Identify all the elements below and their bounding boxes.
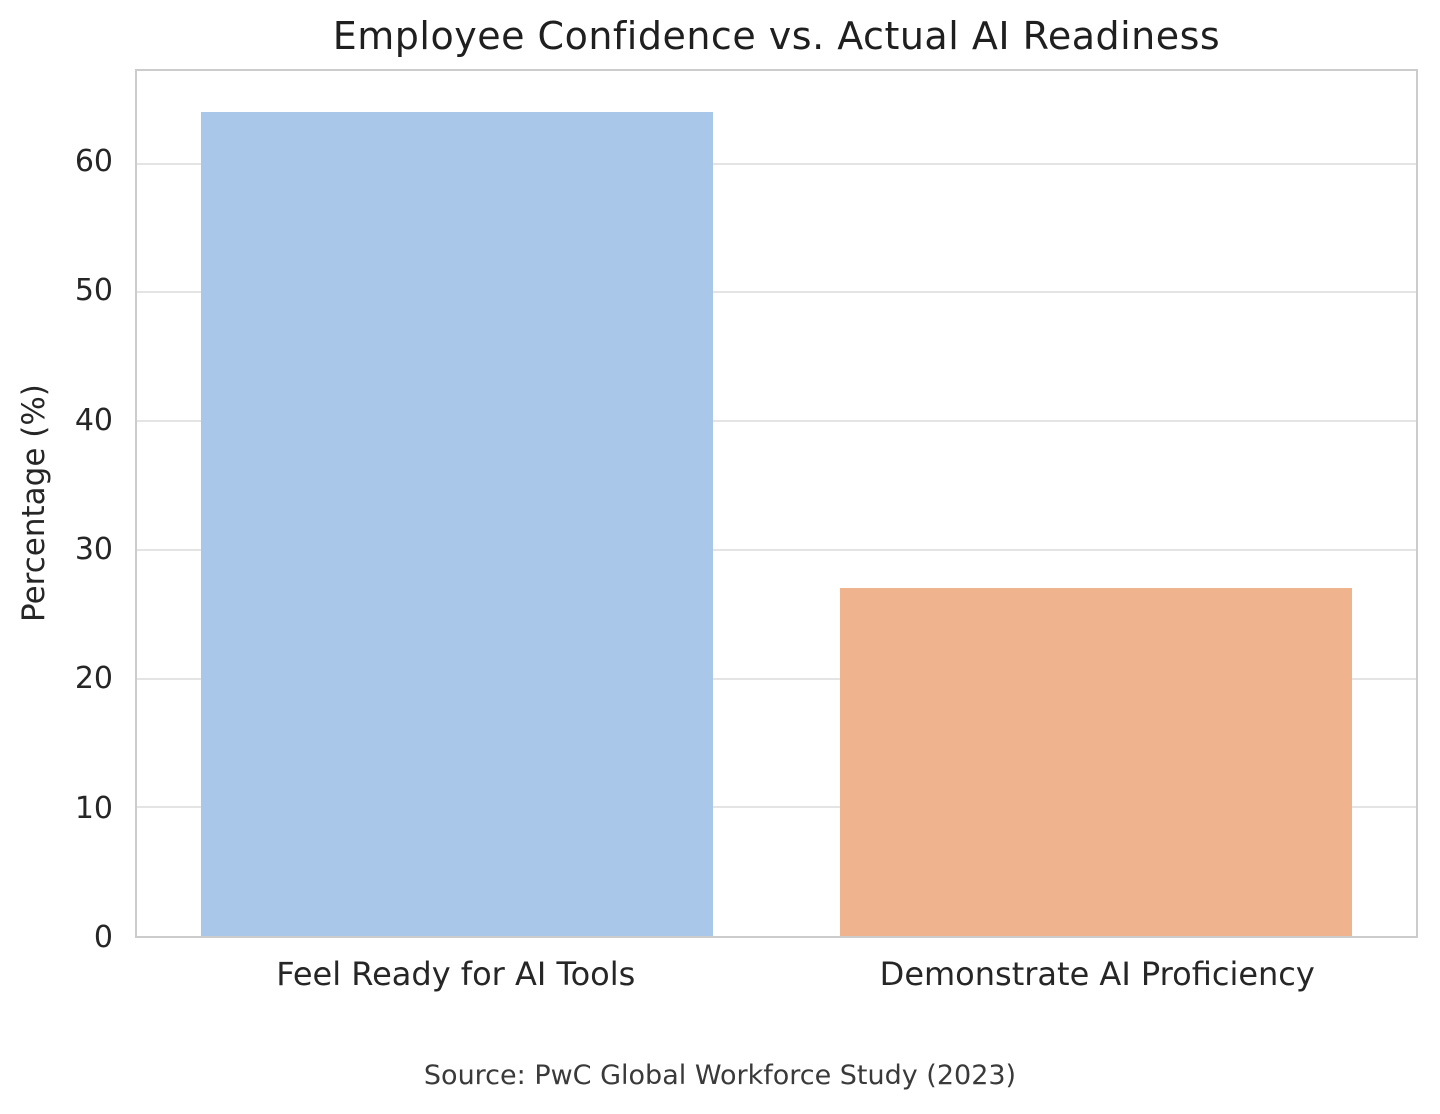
bar-1 — [200, 112, 713, 936]
source-note: Source: PwC Global Workforce Study (2023… — [423, 1060, 1017, 1091]
y-tick-label: 10 — [74, 790, 113, 826]
x-tick-label: Feel Ready for AI Tools — [276, 955, 636, 993]
y-tick-label: 40 — [74, 402, 113, 438]
gridline — [137, 806, 1416, 809]
y-tick-label: 60 — [74, 144, 113, 180]
gridline — [137, 291, 1416, 294]
x-tick-label: Demonstrate AI Proficiency — [879, 955, 1315, 993]
gridline — [137, 420, 1416, 423]
gridline — [137, 162, 1416, 165]
y-tick-label: 20 — [74, 661, 113, 697]
chart-title: Employee Confidence vs. Actual AI Readin… — [332, 14, 1221, 58]
x-axis: Feel Ready for AI Tools Demonstrate AI Pr… — [135, 955, 1418, 1001]
gridline — [137, 548, 1416, 551]
y-tick-label: 0 — [93, 920, 113, 955]
y-axis: 0 10 20 30 40 50 60 — [0, 69, 135, 953]
y-tick-label: 30 — [74, 532, 113, 568]
y-tick-label: 50 — [74, 273, 113, 309]
gridline — [137, 677, 1416, 680]
plot-area — [135, 69, 1418, 938]
bar-2 — [840, 588, 1353, 936]
